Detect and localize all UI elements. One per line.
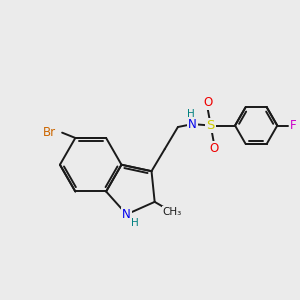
Text: S: S [206, 119, 215, 132]
Text: CH₃: CH₃ [163, 207, 182, 217]
Text: O: O [209, 142, 218, 155]
Text: Br: Br [43, 126, 56, 139]
Text: H: H [187, 109, 195, 119]
Text: O: O [203, 96, 212, 110]
Text: F: F [290, 119, 297, 132]
Text: N: N [122, 208, 131, 221]
Text: N: N [188, 118, 197, 130]
Text: H: H [131, 218, 139, 228]
